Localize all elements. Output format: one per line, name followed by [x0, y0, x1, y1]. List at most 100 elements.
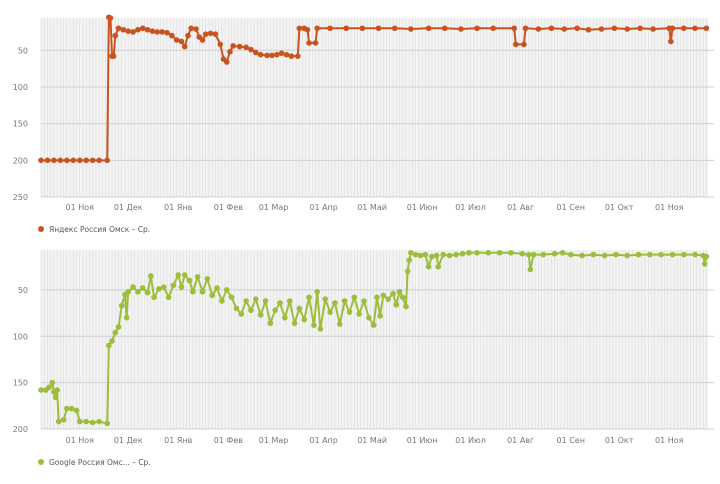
data-point	[356, 311, 362, 317]
data-point	[680, 251, 687, 258]
x-tick-label: 01 Фев	[214, 436, 244, 445]
data-point	[366, 314, 372, 321]
data-point	[181, 272, 188, 278]
data-point	[422, 251, 429, 258]
data-point	[175, 272, 182, 278]
data-point	[374, 294, 380, 301]
data-point	[548, 25, 555, 32]
x-tick-label: 01 Ноя	[655, 203, 684, 212]
data-point	[107, 15, 114, 21]
data-point	[190, 288, 196, 295]
data-point	[248, 307, 254, 314]
data-point	[294, 53, 301, 59]
data-point	[38, 157, 44, 164]
data-point	[311, 322, 317, 328]
x-tick-label: 01 Сен	[556, 436, 584, 445]
data-point	[535, 26, 542, 32]
data-point	[269, 52, 275, 59]
x-tick-label: 01 Сен	[556, 203, 584, 212]
data-point	[214, 285, 220, 291]
data-point	[118, 302, 125, 309]
data-point	[154, 29, 161, 35]
data-point	[125, 288, 132, 295]
x-tick-label: 01 Июн	[407, 436, 438, 445]
y-tick-label: 50	[18, 286, 28, 295]
data-point	[149, 28, 156, 35]
data-point	[375, 25, 382, 32]
data-point	[574, 25, 580, 32]
data-point	[399, 294, 406, 301]
x-tick-label: 01 Дек	[114, 436, 143, 445]
data-point	[188, 25, 194, 32]
data-point	[109, 338, 115, 344]
y-tick-label: 200	[13, 156, 28, 165]
data-point	[115, 324, 122, 330]
data-point	[204, 275, 211, 282]
data-point	[291, 320, 298, 327]
data-point	[590, 251, 597, 258]
data-point	[125, 28, 132, 35]
x-tick-label: 01 Ноя	[66, 203, 95, 212]
data-point	[264, 52, 270, 59]
data-point	[139, 285, 146, 291]
data-point	[322, 296, 329, 302]
data-point	[551, 250, 558, 257]
data-point	[202, 31, 209, 37]
data-point	[243, 298, 249, 304]
x-tick-label: 01 Июл	[455, 203, 486, 212]
data-point	[151, 294, 157, 301]
data-point	[212, 31, 219, 37]
data-point	[144, 26, 151, 33]
data-point	[70, 157, 77, 164]
x-tick-label: 01 Фев	[214, 203, 244, 212]
data-point	[227, 48, 233, 55]
data-point	[156, 286, 162, 292]
data-point	[396, 288, 403, 295]
x-tick-label: 01 Июл	[455, 436, 486, 445]
x-tick-label: 01 Май	[357, 436, 387, 445]
data-point	[104, 157, 111, 164]
data-point	[613, 251, 619, 258]
data-point	[112, 32, 119, 39]
data-point	[181, 43, 188, 50]
data-point	[446, 252, 453, 259]
data-point	[243, 44, 249, 51]
data-point	[611, 25, 618, 32]
data-point	[377, 313, 383, 319]
data-point	[408, 249, 414, 256]
data-point	[272, 307, 278, 314]
data-point	[219, 298, 225, 304]
data-point	[433, 252, 440, 259]
x-tick-label: 01 Апр	[309, 436, 338, 445]
y-tick-label: 200	[13, 425, 28, 434]
data-point	[406, 257, 413, 264]
y-tick-label: 150	[13, 379, 28, 388]
data-point	[511, 25, 517, 32]
data-point	[561, 26, 568, 32]
data-point	[76, 418, 83, 425]
data-point	[83, 418, 90, 425]
data-point	[703, 25, 710, 32]
data-point	[408, 26, 414, 32]
data-point	[429, 253, 435, 260]
data-point	[692, 25, 698, 32]
data-point	[96, 157, 102, 164]
data-point	[185, 32, 191, 39]
data-point	[585, 26, 592, 33]
data-point	[233, 305, 240, 312]
data-point	[519, 250, 526, 257]
legend-label: Google Россия Омс... – Ср.	[49, 458, 151, 467]
legend-marker	[38, 226, 44, 232]
data-point	[193, 26, 199, 32]
y-tick-label: 150	[13, 120, 28, 129]
data-point	[223, 287, 230, 293]
x-tick-label: 01 Авг	[507, 203, 534, 212]
data-point	[277, 300, 283, 306]
data-point	[332, 300, 338, 306]
data-point	[458, 26, 464, 32]
data-point	[57, 157, 64, 164]
x-tick-label: 01 Июн	[407, 203, 438, 212]
data-point	[252, 296, 259, 302]
data-point	[635, 251, 642, 258]
data-point	[650, 26, 656, 32]
